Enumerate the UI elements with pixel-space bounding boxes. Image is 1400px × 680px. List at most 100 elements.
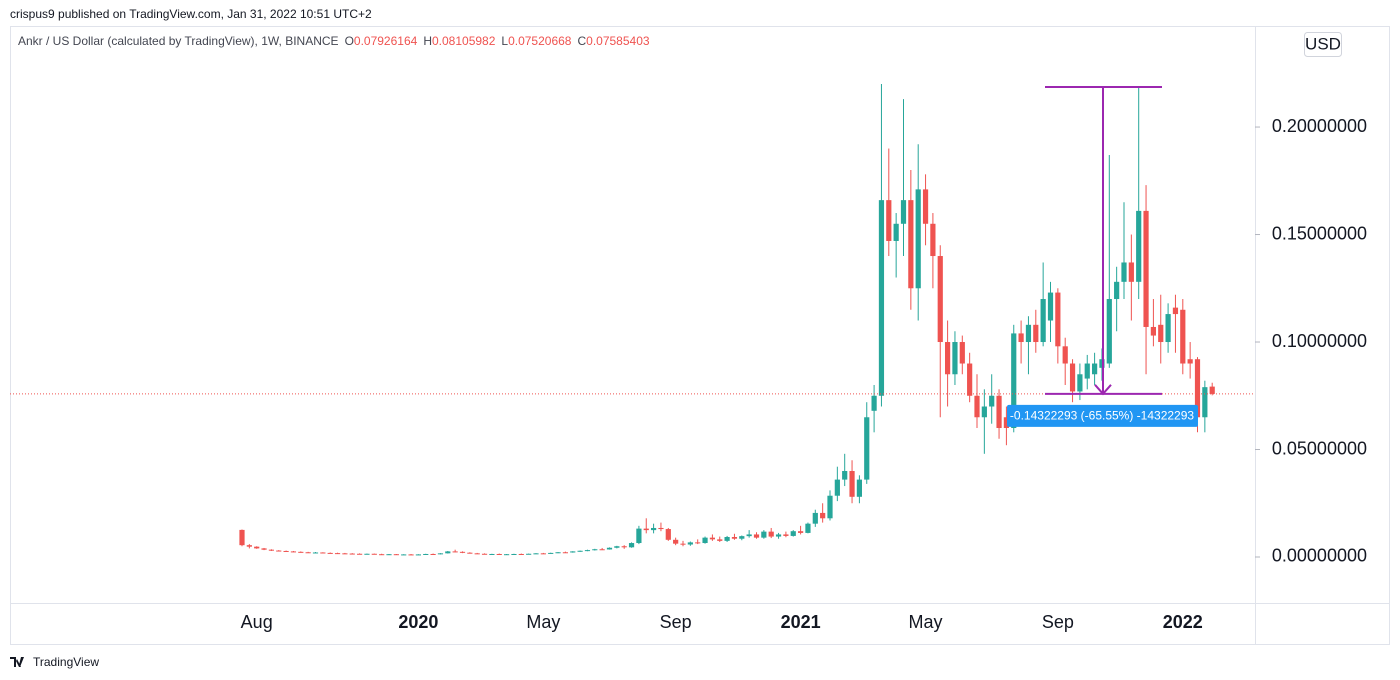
candle-body <box>1033 324 1039 343</box>
candle-body <box>540 553 546 555</box>
candle-body <box>717 539 723 541</box>
candle-body <box>1047 292 1054 321</box>
candle-body <box>908 200 914 289</box>
candle-body <box>312 552 319 554</box>
candle-body <box>790 531 796 536</box>
candle-body <box>1092 363 1098 375</box>
candle-body <box>371 553 377 555</box>
candle-body <box>239 529 245 546</box>
candle-body <box>856 479 862 497</box>
candle-body <box>283 550 289 552</box>
candle-body <box>408 554 414 556</box>
candle-body <box>1077 374 1083 392</box>
candle-body <box>445 551 451 554</box>
candle-body <box>401 554 407 556</box>
candle-body <box>386 554 392 556</box>
x-tick-label: May <box>526 612 560 632</box>
candle-body <box>1106 299 1112 364</box>
candle-body <box>820 512 826 519</box>
ohlc-value: 0.08105982 <box>432 34 496 48</box>
candle-body <box>1136 210 1142 282</box>
candle-body <box>798 531 804 533</box>
candle-body <box>496 553 502 555</box>
candle-body <box>268 549 274 551</box>
ohlc-key: L <box>501 34 508 48</box>
candle-body <box>651 527 657 531</box>
candle-body <box>628 543 635 548</box>
candle-body <box>996 395 1002 429</box>
candle-body <box>1128 262 1134 282</box>
candle-body <box>915 189 921 289</box>
candle-body <box>775 534 782 537</box>
x-tick-label: Sep <box>660 612 692 632</box>
candle-body <box>783 534 789 536</box>
candle-body <box>467 552 473 554</box>
candle-body <box>805 523 811 533</box>
brand: TradingView <box>33 655 99 669</box>
candle-body <box>967 363 973 396</box>
candle-body <box>849 471 855 497</box>
candle-body <box>1187 359 1193 364</box>
candle-body <box>298 551 304 553</box>
candle-body <box>592 549 598 551</box>
candle-body <box>452 551 458 553</box>
candle-body <box>1143 210 1149 327</box>
candle-body <box>842 471 848 480</box>
x-tick-label: Aug <box>241 612 273 632</box>
candle-body <box>746 534 752 537</box>
candle-body <box>724 537 730 541</box>
candle-body <box>1172 307 1179 315</box>
candle-body <box>1099 359 1105 368</box>
candle-body <box>261 548 267 550</box>
candle-body <box>290 551 297 553</box>
x-tick-label: May <box>909 612 943 632</box>
candle-body <box>761 531 767 538</box>
candle-body <box>1084 363 1090 379</box>
candle-body <box>974 395 980 418</box>
y-tick-label: 0.00000000 <box>1272 546 1367 566</box>
legend: Ankr / US Dollar (calculated by TradingV… <box>18 34 650 48</box>
candle-body <box>1150 326 1156 336</box>
candle-body <box>930 223 936 257</box>
currency-label[interactable]: USD <box>1305 34 1341 53</box>
candle-body <box>1114 281 1120 300</box>
measure-label: -0.14322293 (-65.55%) -14322293 <box>1010 408 1194 422</box>
candle-body <box>636 528 642 544</box>
x-tick-label: 2020 <box>398 612 438 632</box>
candle-body <box>1180 309 1186 364</box>
candle-body <box>246 545 252 547</box>
chart-frame <box>10 26 1390 645</box>
candle-body <box>570 551 576 553</box>
logo-icon <box>10 657 24 667</box>
candle-body <box>812 512 818 524</box>
candle-body <box>1069 363 1076 392</box>
candle-body <box>658 527 664 530</box>
candle-body <box>481 553 488 555</box>
candle-body <box>665 529 671 540</box>
candle-body <box>1121 262 1127 282</box>
candle-body <box>437 553 444 555</box>
candle-body <box>1003 417 1009 429</box>
candle-body <box>621 546 627 548</box>
candle-body <box>599 549 605 551</box>
candle-body <box>673 539 679 544</box>
candle-body <box>768 531 774 537</box>
candle-body <box>1055 292 1061 347</box>
candle-body <box>981 406 987 418</box>
ohlc-value: 0.07926164 <box>354 34 418 48</box>
candle-body <box>1209 386 1215 394</box>
candle-body <box>864 417 870 480</box>
x-tick-label: 2021 <box>781 612 821 632</box>
currency-button[interactable] <box>1304 32 1342 57</box>
candle-body <box>489 553 495 555</box>
candle-body <box>606 547 613 550</box>
footer-logo: TradingView <box>10 655 99 669</box>
candle-body <box>254 546 260 549</box>
ohlc-key: C <box>577 34 586 48</box>
candle-body <box>695 542 701 544</box>
candle-body <box>577 550 583 552</box>
candle-body <box>834 479 840 496</box>
candle-body <box>731 537 738 539</box>
symbol-title: Ankr / US Dollar (calculated by TradingV… <box>18 34 339 48</box>
candle-body <box>687 542 693 545</box>
